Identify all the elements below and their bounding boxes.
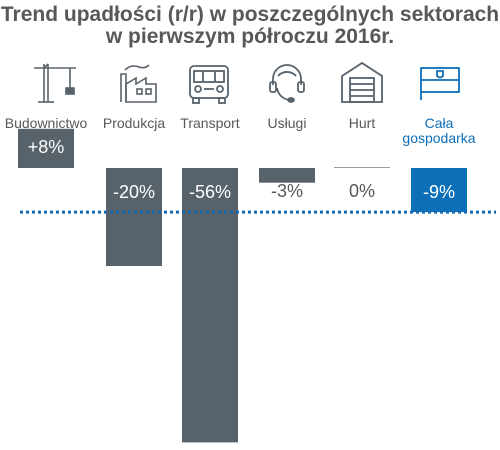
warehouse-icon xyxy=(341,61,383,103)
flag-icon xyxy=(420,67,460,100)
category-label-2: Transport xyxy=(180,115,240,131)
bar-5 xyxy=(411,168,467,213)
value-label-3: -3% xyxy=(271,181,303,201)
chart-title-line1: Trend upadłości (r/r) w poszczególnych s… xyxy=(0,3,500,26)
headset-icon xyxy=(269,64,305,103)
bar-4 xyxy=(334,167,390,168)
category-label-1: Produkcja xyxy=(103,115,165,131)
category-label-4: Hurt xyxy=(349,115,376,131)
category-label-3: Usługi xyxy=(268,115,307,131)
category-label-5: Cała gospodarka xyxy=(402,115,475,146)
value-label-4: 0% xyxy=(349,181,375,201)
chart-title-line2: w pierwszym półroczu 2016r. xyxy=(105,25,395,48)
truck-icon xyxy=(189,65,229,104)
bar-2 xyxy=(182,168,238,443)
factory-icon xyxy=(120,64,157,103)
category-label-0: Budownictwo xyxy=(5,115,88,131)
bar-0 xyxy=(18,128,74,168)
bar-3 xyxy=(259,168,315,183)
value-label-2: -56% xyxy=(189,182,231,202)
crane-icon xyxy=(34,63,76,103)
value-label-1: -20% xyxy=(113,182,155,202)
bar-1 xyxy=(106,168,162,266)
value-label-5: -9% xyxy=(423,182,455,202)
value-label-0: +8% xyxy=(28,137,65,157)
